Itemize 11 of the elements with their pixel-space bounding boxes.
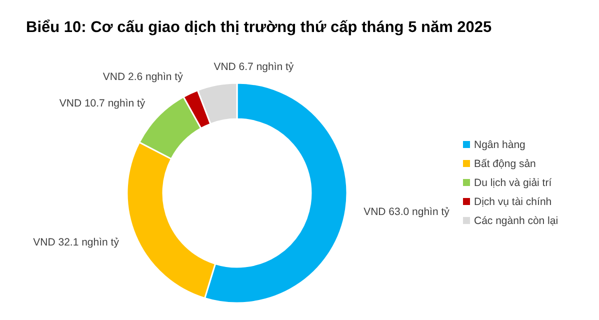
legend-label: Ngân hàng — [474, 138, 526, 151]
legend-label: Dịch vụ tài chính — [474, 196, 552, 208]
legend-label: Du lịch và giải trí — [474, 176, 552, 189]
data-label: VND 63.0 nghìn tỷ — [364, 206, 450, 218]
legend-label: Bất động sản — [474, 158, 536, 170]
chart-title: Biểu 10: Cơ cấu giao dịch thị trường thứ cấp tháng 5 năm 2025 — [26, 19, 492, 36]
data-label: VND 6.7 nghìn tỷ — [214, 60, 294, 73]
data-label: VND 2.6 nghìn tỷ — [102, 70, 184, 83]
data-label: VND 10.7 nghìn tỷ — [59, 98, 146, 110]
legend-label: Các ngành còn lại — [474, 214, 558, 227]
data-label: VND 32.1 nghìn tỷ — [33, 236, 120, 248]
